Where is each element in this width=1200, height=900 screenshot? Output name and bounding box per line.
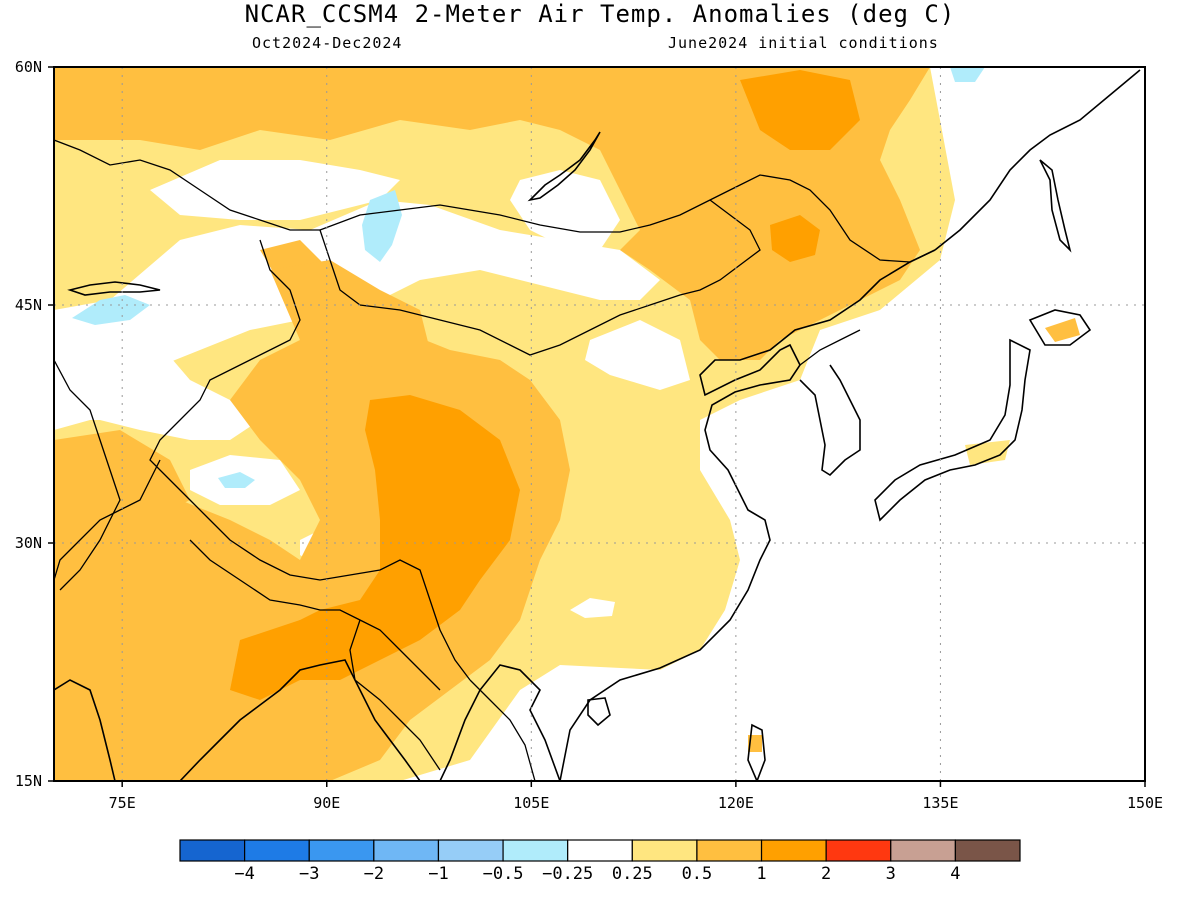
colorbar-label: −1 bbox=[428, 864, 448, 884]
neutral-zone-mongolia bbox=[510, 170, 620, 250]
coastline-korea bbox=[799, 364, 861, 477]
lon-tick-label: 105E bbox=[513, 794, 549, 812]
cool-zone-tarim bbox=[218, 472, 255, 488]
colorbar-label: 2 bbox=[821, 864, 831, 884]
lon-tick-label: 90E bbox=[313, 794, 340, 812]
anomaly-zone-northwest-china bbox=[270, 260, 430, 370]
lat-tick-label: 30N bbox=[15, 534, 42, 552]
lon-tick-label: 150E bbox=[1127, 794, 1163, 812]
coastline-taiwan bbox=[747, 723, 766, 781]
neutral-zone-kazakh-south bbox=[54, 330, 260, 440]
colorbar: −4 −3 −2 −1 −0.5 −0.25 0.25 0.5 1 2 3 4 bbox=[179, 839, 1021, 884]
colorbar-label: 0.5 bbox=[682, 864, 713, 884]
border-russia-kazakhstan bbox=[54, 139, 320, 231]
country-borders bbox=[54, 139, 936, 781]
anomaly-zone-manchuria-strong bbox=[770, 215, 820, 262]
neutral-zone-west-siberia bbox=[150, 160, 400, 220]
border-russia-mongolia bbox=[319, 174, 936, 263]
border-pakistan bbox=[54, 359, 121, 591]
colorbar-swatch bbox=[502, 839, 569, 862]
cool-zone-kazakhstan bbox=[72, 295, 150, 325]
coastline-russia-far-east bbox=[934, 69, 1141, 251]
border-north-korea bbox=[799, 329, 861, 366]
colorbar-label: 3 bbox=[886, 864, 896, 884]
border-china-mongolia bbox=[319, 199, 761, 356]
colorbar-swatch bbox=[179, 839, 246, 862]
colorbar-swatch bbox=[760, 839, 827, 862]
colorbar-swatch bbox=[308, 839, 375, 862]
anomaly-zone-india-strong bbox=[230, 620, 330, 700]
lon-tick-label: 120E bbox=[718, 794, 754, 812]
colorbar-label: −0.25 bbox=[542, 864, 593, 884]
map-frame bbox=[53, 66, 1146, 782]
colorbar-swatch bbox=[631, 839, 698, 862]
colorbar-label: −2 bbox=[364, 864, 384, 884]
forecast-period: Oct2024-Dec2024 bbox=[252, 34, 403, 52]
coastline-india-west bbox=[54, 679, 116, 781]
colorbar-swatch bbox=[696, 839, 763, 862]
colorbar-label: 1 bbox=[756, 864, 766, 884]
colorbar-label: −3 bbox=[299, 864, 319, 884]
anomaly-zone-tibet-plateau bbox=[54, 240, 570, 781]
anomaly-fields bbox=[54, 67, 1145, 781]
lat-tick-label: 45N bbox=[15, 296, 42, 314]
coastline-china-east bbox=[559, 249, 936, 781]
border-myanmar bbox=[349, 619, 441, 771]
lake-balkhash bbox=[67, 281, 161, 296]
colorbar-swatch bbox=[954, 839, 1021, 862]
anomaly-zone-japan bbox=[1045, 318, 1080, 342]
gridlines bbox=[54, 67, 1145, 781]
colorbar-label: −4 bbox=[234, 864, 254, 884]
initial-conditions: June2024 initial conditions bbox=[668, 34, 939, 52]
colorbar-swatch bbox=[244, 839, 310, 862]
coastline-hokkaido bbox=[1028, 309, 1092, 346]
colorbar-swatch bbox=[890, 839, 956, 862]
lon-tick-label: 75E bbox=[109, 794, 136, 812]
lake-baikal bbox=[527, 131, 601, 202]
neutral-zone-south-china bbox=[570, 598, 615, 618]
colorbar-swatch bbox=[437, 839, 504, 862]
coastline-sakhalin bbox=[1039, 159, 1072, 253]
coastline-bengal bbox=[179, 659, 421, 781]
axis-ticks: 60N 45N 30N 15N 75E 90E 105E 120E 135E 150E bbox=[15, 58, 1163, 812]
neutral-zone-pacific bbox=[560, 67, 1145, 781]
cool-zone-siberia bbox=[362, 190, 402, 262]
anomaly-zone-sichuan-strong bbox=[250, 395, 520, 690]
border-china-kazakhstan bbox=[149, 239, 471, 681]
anomaly-zone-north-siberia bbox=[54, 67, 930, 360]
colorbar-swatch bbox=[825, 839, 892, 862]
colorbar-swatch bbox=[567, 839, 633, 862]
border-himalaya bbox=[54, 459, 161, 581]
neutral-zone-inner-mongolia bbox=[585, 320, 690, 390]
colorbar-label: 4 bbox=[950, 864, 960, 884]
anomaly-zone-taiwan bbox=[748, 735, 762, 752]
cool-zone-arctic bbox=[950, 67, 985, 82]
coastline-indochina bbox=[439, 664, 561, 781]
coastlines bbox=[54, 69, 1141, 781]
map-title: NCAR_CCSM4 2-Meter Air Temp. Anomalies (… bbox=[244, 0, 956, 28]
colorbar-label: 0.25 bbox=[612, 864, 653, 884]
border-laos-vietnam bbox=[469, 679, 536, 781]
anomaly-zone-siberia-strong bbox=[740, 70, 860, 150]
coastline-hainan bbox=[587, 697, 611, 727]
lon-tick-label: 135E bbox=[922, 794, 958, 812]
lat-tick-label: 60N bbox=[15, 58, 42, 76]
neutral-zone-central-asia bbox=[54, 200, 660, 430]
coastline-japan-honshu bbox=[874, 338, 1031, 522]
lat-tick-label: 15N bbox=[15, 772, 42, 790]
colorbar-swatch bbox=[373, 839, 440, 862]
colorbar-label: −0.5 bbox=[483, 864, 524, 884]
border-india-north bbox=[189, 539, 441, 691]
